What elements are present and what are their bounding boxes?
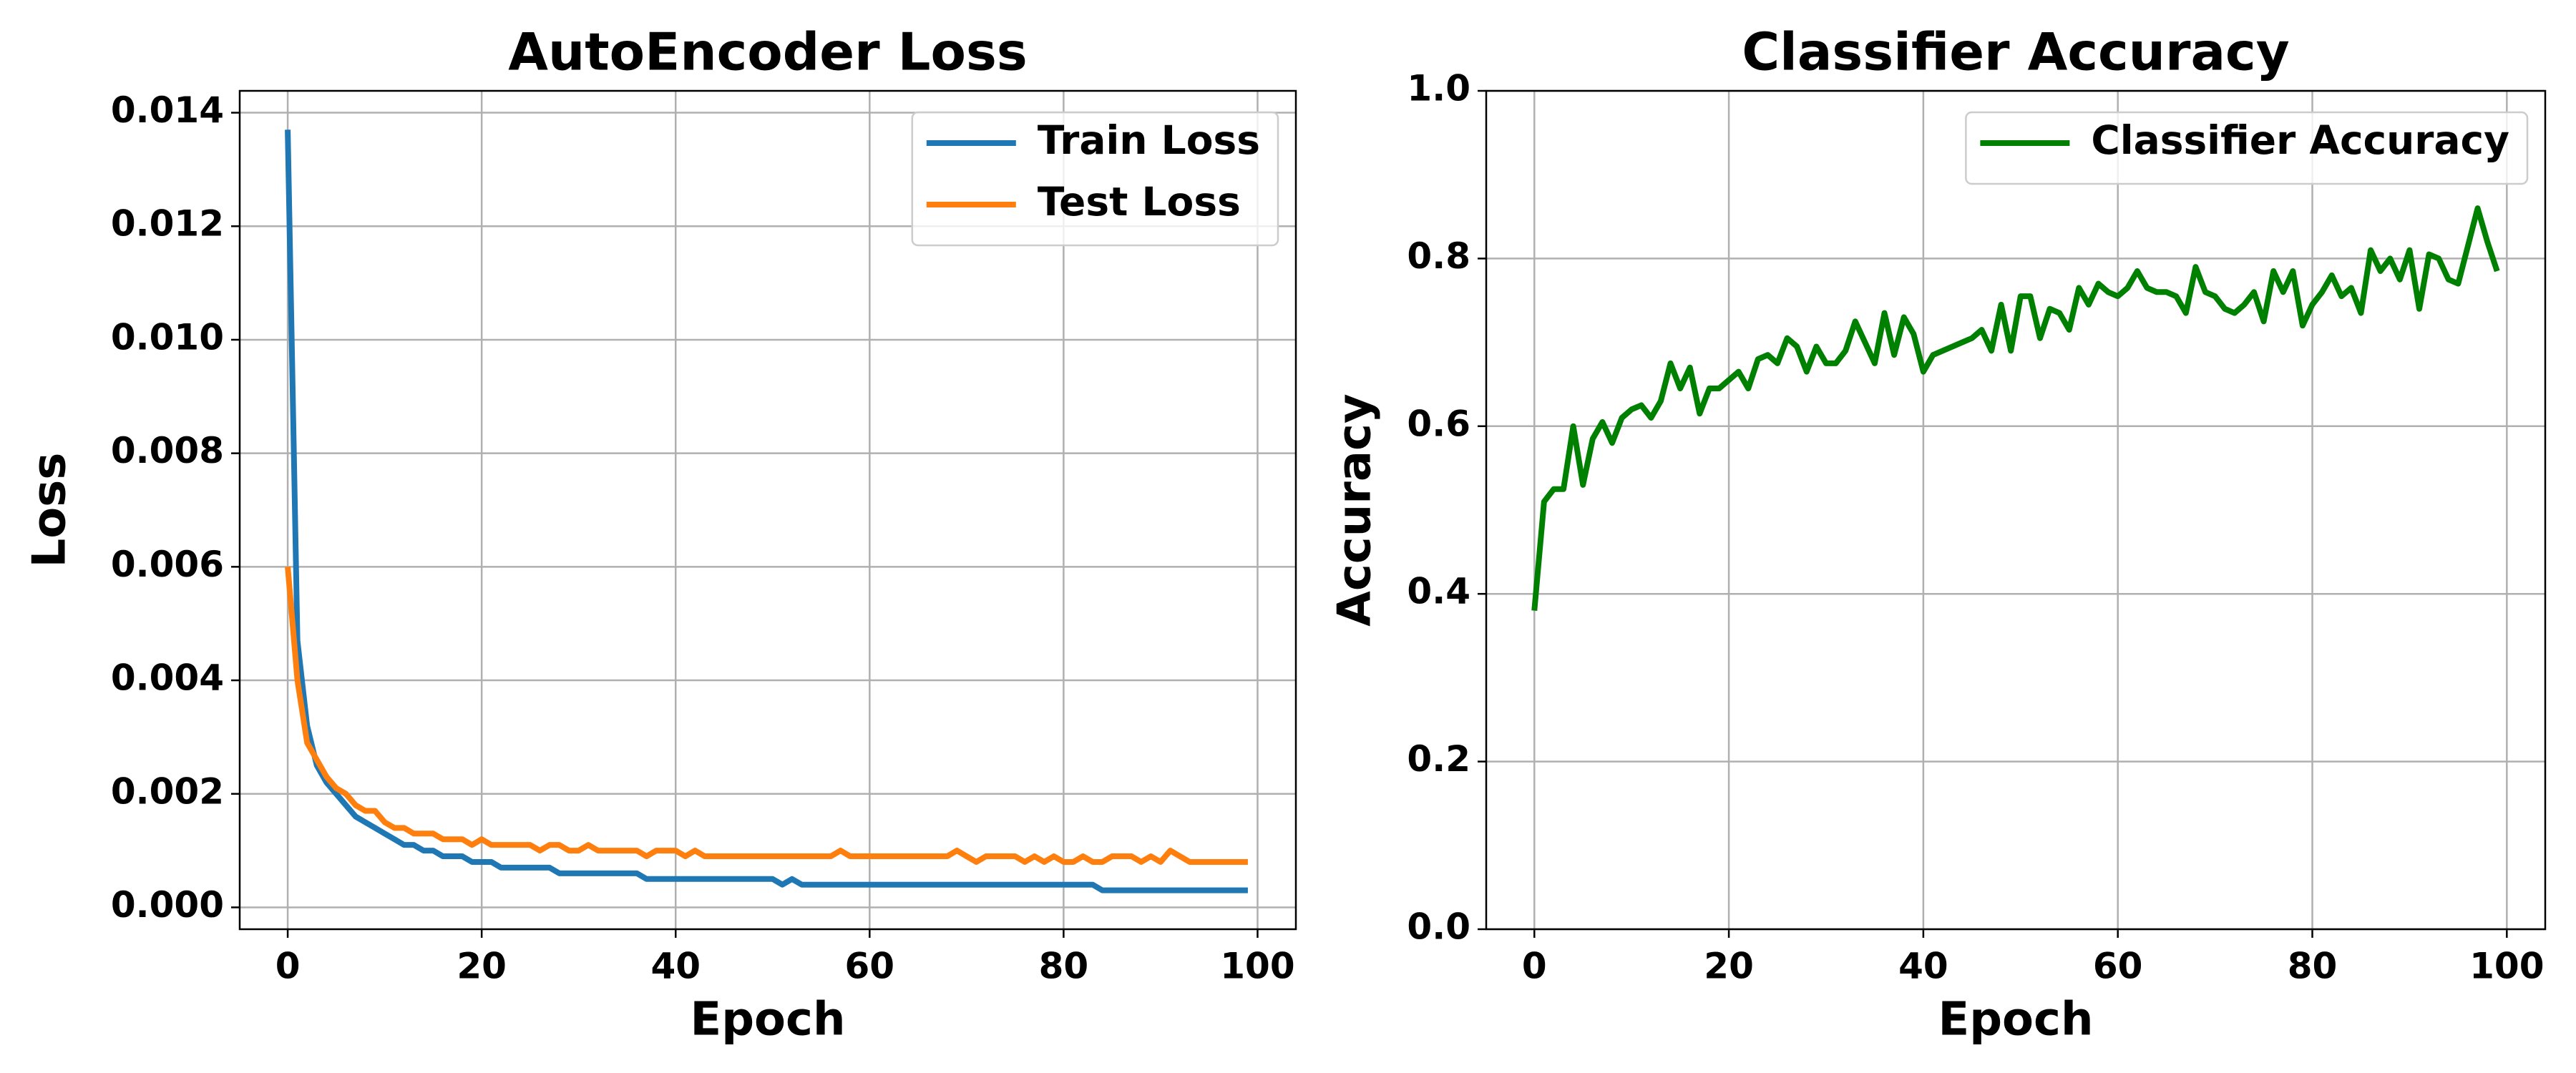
y-tick-label: 0.006 — [111, 544, 224, 585]
x-tick-label: 0 — [275, 946, 301, 987]
x-tick-label: 40 — [650, 946, 701, 987]
x-tick-label: 80 — [2288, 946, 2338, 987]
legend-label: Classifier Accuracy — [2091, 117, 2509, 163]
chart-title: AutoEncoder Loss — [508, 22, 1027, 82]
data-line — [1531, 205, 2500, 611]
y-tick-label: 0.2 — [1407, 738, 1470, 780]
plot-frame — [238, 89, 1297, 931]
y-tick-label: 0.002 — [111, 770, 224, 812]
y-tick-label: 0.004 — [111, 657, 224, 699]
legend-label: Test Loss — [1038, 179, 1241, 225]
x-tick-label: 100 — [1220, 946, 1294, 987]
x-tick-label: 100 — [2469, 946, 2544, 987]
data-line — [285, 567, 1248, 865]
legend-box — [1965, 111, 2529, 185]
x-axis-label: Epoch — [1938, 994, 2094, 1047]
x-tick-label: 20 — [1704, 946, 1754, 987]
data-line — [285, 129, 1248, 893]
y-tick-label: 0.8 — [1407, 235, 1470, 277]
y-tick-label: 0.0 — [1407, 906, 1470, 948]
x-tick-label: 20 — [457, 946, 507, 987]
y-tick-label: 0.014 — [111, 89, 224, 131]
x-tick-label: 60 — [2093, 946, 2143, 987]
y-axis-label: Loss — [24, 453, 77, 568]
legend-label: Train Loss — [1038, 117, 1260, 163]
x-tick-label: 40 — [1898, 946, 1948, 987]
y-tick-label: 1.0 — [1407, 68, 1470, 109]
y-tick-label: 0.012 — [111, 203, 224, 245]
y-tick-label: 0.008 — [111, 430, 224, 471]
y-tick-label: 0.6 — [1407, 403, 1470, 444]
x-tick-label: 0 — [1522, 946, 1547, 987]
y-tick-label: 0.4 — [1407, 571, 1470, 612]
y-axis-label: Accuracy — [1329, 393, 1382, 626]
chart-title: Classifier Accuracy — [1742, 22, 2289, 82]
x-tick-label: 80 — [1039, 946, 1089, 987]
x-axis-label: Epoch — [691, 994, 846, 1047]
y-tick-label: 0.010 — [111, 316, 224, 358]
x-tick-label: 60 — [845, 946, 895, 987]
y-tick-label: 0.000 — [111, 884, 224, 926]
plot-frame — [1485, 89, 2547, 931]
